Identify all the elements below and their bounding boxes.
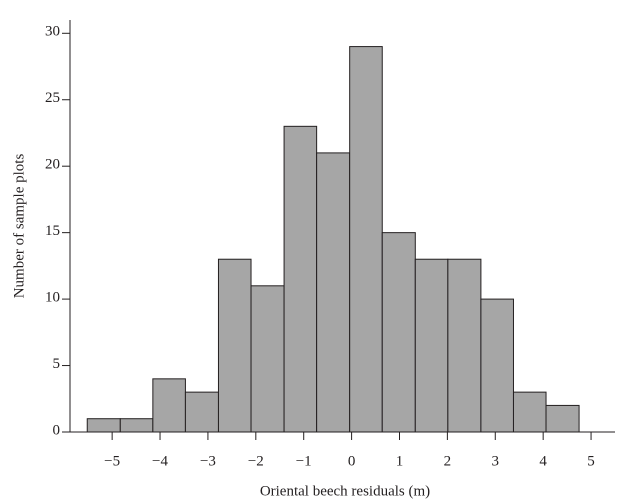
bar: [86, 418, 121, 433]
bar: [545, 404, 580, 433]
y-tick-label: 0: [53, 422, 61, 438]
y-axis-label: Number of sample plots: [11, 154, 27, 299]
x-tick-label: −3: [200, 453, 216, 469]
x-axis-label: Oriental beech residuals (m): [260, 483, 430, 499]
bar: [480, 298, 514, 433]
bar: [283, 125, 318, 433]
x-tick-label: 5: [587, 453, 595, 469]
y-tick-label: 10: [45, 290, 60, 306]
x-tick-label: −1: [296, 453, 312, 469]
bar: [447, 258, 482, 433]
y-tick-label: 20: [45, 157, 60, 173]
x-tick-label: −5: [104, 453, 120, 469]
bar: [152, 378, 186, 433]
x-tick-label: 0: [348, 453, 356, 469]
bar: [217, 258, 252, 433]
x-tick-label: 2: [444, 453, 452, 469]
bar: [414, 258, 449, 433]
bar: [349, 46, 383, 433]
x-tick-label: −2: [248, 453, 264, 469]
x-tick-label: −4: [152, 453, 168, 469]
bar: [316, 152, 351, 433]
y-tick-label: 30: [45, 24, 60, 40]
y-tick-label: 5: [53, 356, 61, 372]
bar: [184, 391, 219, 433]
x-tick-label: 4: [539, 453, 547, 469]
x-tick-label: 1: [396, 453, 404, 469]
bar: [250, 285, 285, 433]
x-tick-label: 3: [492, 453, 500, 469]
bar: [381, 232, 416, 433]
bar: [119, 418, 154, 433]
y-tick-label: 15: [45, 223, 60, 239]
y-tick-label: 25: [45, 90, 60, 106]
bar: [512, 391, 547, 433]
